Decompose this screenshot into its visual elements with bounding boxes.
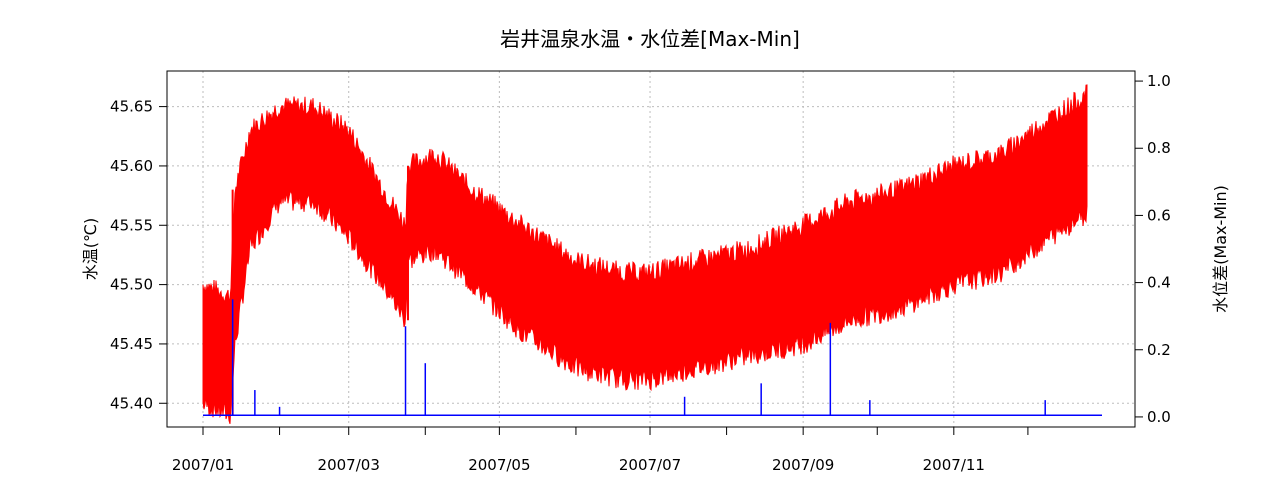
axes: 2007/01 2007/03 2007/05 2007/07 2007/09 2007/…	[110, 72, 1171, 474]
plot-frame	[166, 70, 1136, 428]
y-left-tick-label: 45.55	[110, 216, 153, 234]
x-tick-label: 2007/01	[172, 456, 234, 474]
y-right-tick-label: 0.2	[1147, 341, 1171, 359]
y-right-tick-label: 0.8	[1147, 139, 1171, 157]
y-left-tick-label: 45.40	[110, 394, 153, 412]
x-tick-label: 2007/03	[318, 456, 380, 474]
x-tick-label: 2007/07	[619, 456, 681, 474]
y-left-tick-label: 45.50	[110, 276, 153, 294]
temperature-series	[202, 84, 1088, 424]
y-axis-right-title: 水位差(Max-Min)	[1211, 185, 1230, 313]
y-right-tick-label: 0.6	[1147, 206, 1171, 224]
y-axis-left-title: 水温(℃)	[81, 218, 100, 280]
temperature-band	[202, 84, 1088, 424]
water-level-series	[203, 299, 1102, 416]
y-left-tick-label: 45.45	[110, 335, 153, 353]
x-tick-label: 2007/09	[772, 456, 834, 474]
x-tick-label: 2007/11	[923, 456, 985, 474]
x-tick-label: 2007/05	[468, 456, 530, 474]
y-right-tick-label: 0.4	[1147, 274, 1171, 292]
chart-title: 岩井温泉水温・水位差[Max-Min]	[500, 27, 800, 51]
y-right-tick-label: 1.0	[1147, 72, 1171, 90]
y-left-tick-label: 45.60	[110, 157, 153, 175]
y-right-tick-label: 0.0	[1147, 408, 1171, 426]
y-left-tick-label: 45.65	[110, 98, 153, 116]
